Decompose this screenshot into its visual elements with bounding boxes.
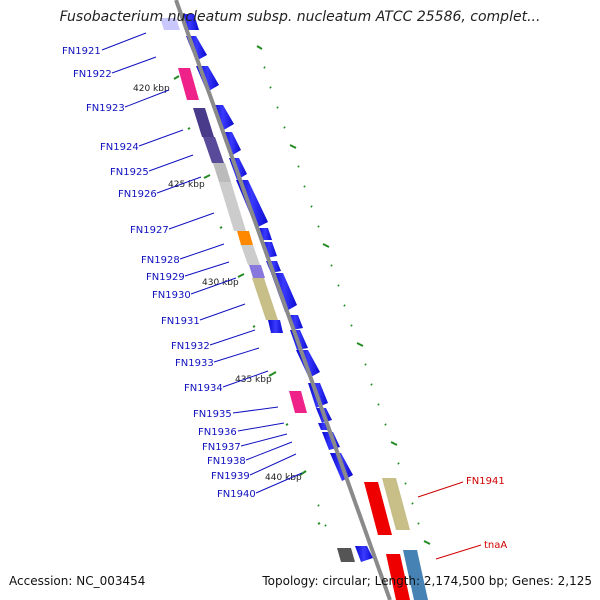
gene-arrow bbox=[268, 320, 283, 333]
label-leader-lines bbox=[101, 32, 303, 494]
cog-bar bbox=[219, 182, 246, 231]
gene-label-fn1921[interactable]: FN1921 bbox=[62, 46, 101, 57]
gene-label-fn1940[interactable]: FN1940 bbox=[217, 489, 256, 500]
cog-bar bbox=[203, 137, 224, 163]
gene-label-fn1933[interactable]: FN1933 bbox=[175, 358, 214, 369]
gene-label-fn1934[interactable]: FN1934 bbox=[184, 383, 223, 394]
gene-label-fn1922[interactable]: FN1922 bbox=[73, 69, 112, 80]
gene-label-fn1939[interactable]: FN1939 bbox=[211, 471, 250, 482]
cog-bar bbox=[382, 478, 410, 530]
cog-bar bbox=[193, 108, 214, 137]
gene-arrow bbox=[355, 546, 373, 562]
cog-bar bbox=[249, 265, 265, 278]
genome-summary-text: Topology: circular; Length: 2,174,500 bp… bbox=[262, 574, 592, 588]
scale-label: 435 kbp bbox=[235, 375, 272, 385]
cog-bar bbox=[403, 550, 428, 600]
scale-label: 425 kbp bbox=[168, 180, 205, 190]
gene-label-fn1936[interactable]: FN1936 bbox=[198, 427, 237, 438]
scale-ticks-outer bbox=[256, 45, 431, 545]
cog-bar bbox=[241, 245, 260, 265]
gene-label-fn1930[interactable]: FN1930 bbox=[152, 290, 191, 301]
cog-bar bbox=[160, 18, 180, 30]
gene-label-fn1925[interactable]: FN1925 bbox=[110, 167, 149, 178]
cog-bar bbox=[237, 231, 253, 245]
cog-category-track bbox=[160, 18, 428, 600]
cog-bar bbox=[364, 482, 392, 535]
gene-label-fn1932[interactable]: FN1932 bbox=[171, 341, 210, 352]
gene-label-fn1926[interactable]: FN1926 bbox=[118, 189, 157, 200]
gene-label-fn1941[interactable]: FN1941 bbox=[466, 476, 505, 487]
gene-label-fn1938[interactable]: FN1938 bbox=[207, 456, 246, 467]
gene-label-fn1931[interactable]: FN1931 bbox=[161, 316, 200, 327]
gene-label-fn1937[interactable]: FN1937 bbox=[202, 442, 241, 453]
gene-label-fn1927[interactable]: FN1927 bbox=[130, 225, 169, 236]
scale-label: 420 kbp bbox=[133, 84, 170, 94]
scale-ticks-inner bbox=[173, 75, 321, 525]
gene-label-fn1935[interactable]: FN1935 bbox=[193, 409, 232, 420]
cog-bar bbox=[386, 554, 410, 600]
gene-label-fn1928[interactable]: FN1928 bbox=[141, 255, 180, 266]
gene-label-fn1923[interactable]: FN1923 bbox=[86, 103, 125, 114]
gene-label-tnaa[interactable]: tnaA bbox=[484, 540, 507, 551]
cog-bar bbox=[178, 68, 199, 100]
cog-bar bbox=[213, 163, 231, 182]
cog-bar bbox=[337, 548, 355, 562]
cog-bar bbox=[289, 391, 307, 413]
cog-bar bbox=[252, 278, 278, 320]
label-leader-lines-red bbox=[417, 481, 482, 560]
genome-backbone bbox=[174, 0, 392, 600]
accession-text: Accession: NC_003454 bbox=[9, 574, 146, 588]
gene-label-fn1929[interactable]: FN1929 bbox=[146, 272, 185, 283]
scale-label: 440 kbp bbox=[265, 473, 302, 483]
gene-label-fn1924[interactable]: FN1924 bbox=[100, 142, 139, 153]
map-title: Fusobacterium nucleatum subsp. nucleatum… bbox=[59, 9, 541, 25]
